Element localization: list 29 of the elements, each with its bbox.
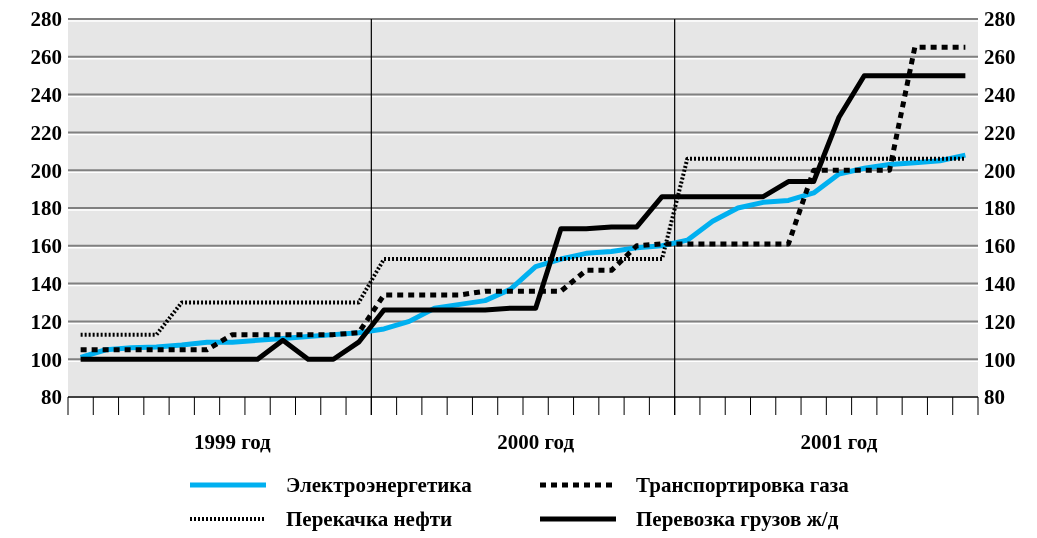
y2-tick-label: 200: [984, 158, 1016, 183]
y2-tick-label: 140: [984, 271, 1016, 296]
y2-tick-label: 240: [984, 82, 1016, 107]
y2-tick-label: 280: [984, 7, 1016, 32]
y2-tick-label: 180: [984, 196, 1016, 221]
y-tick-label: 280: [30, 7, 62, 32]
y-tick-label: 80: [41, 385, 62, 410]
y-tick-label: 220: [30, 120, 62, 145]
y-tick-label: 120: [30, 309, 62, 334]
y-tick-label: 240: [30, 82, 62, 107]
legend-label: Электроэнергетика: [286, 473, 473, 498]
y2-tick-label: 100: [984, 347, 1016, 372]
x-tick-label: 2001 год: [800, 430, 878, 454]
y2-tick-label: 260: [984, 45, 1016, 70]
y2-tick-label: 120: [984, 309, 1016, 334]
x-tick-label: 2000 год: [497, 430, 575, 454]
y-tick-label: 180: [30, 196, 62, 221]
y2-tick-label: 160: [984, 234, 1016, 259]
y-tick-label: 100: [30, 347, 62, 372]
y2-tick-label: 220: [984, 120, 1016, 145]
y-tick-label: 200: [30, 158, 62, 183]
y-tick-label: 140: [30, 271, 62, 296]
y2-tick-label: 80: [984, 385, 1005, 410]
x-tick-label: 1999 год: [193, 430, 272, 454]
legend-label: Перевозка грузов ж/д: [636, 507, 839, 532]
legend-label: Транспортировка газа: [636, 473, 850, 498]
y-tick-label: 260: [30, 45, 62, 70]
y-tick-label: 160: [30, 234, 62, 259]
legend-label: Перекачка нефти: [286, 507, 453, 532]
